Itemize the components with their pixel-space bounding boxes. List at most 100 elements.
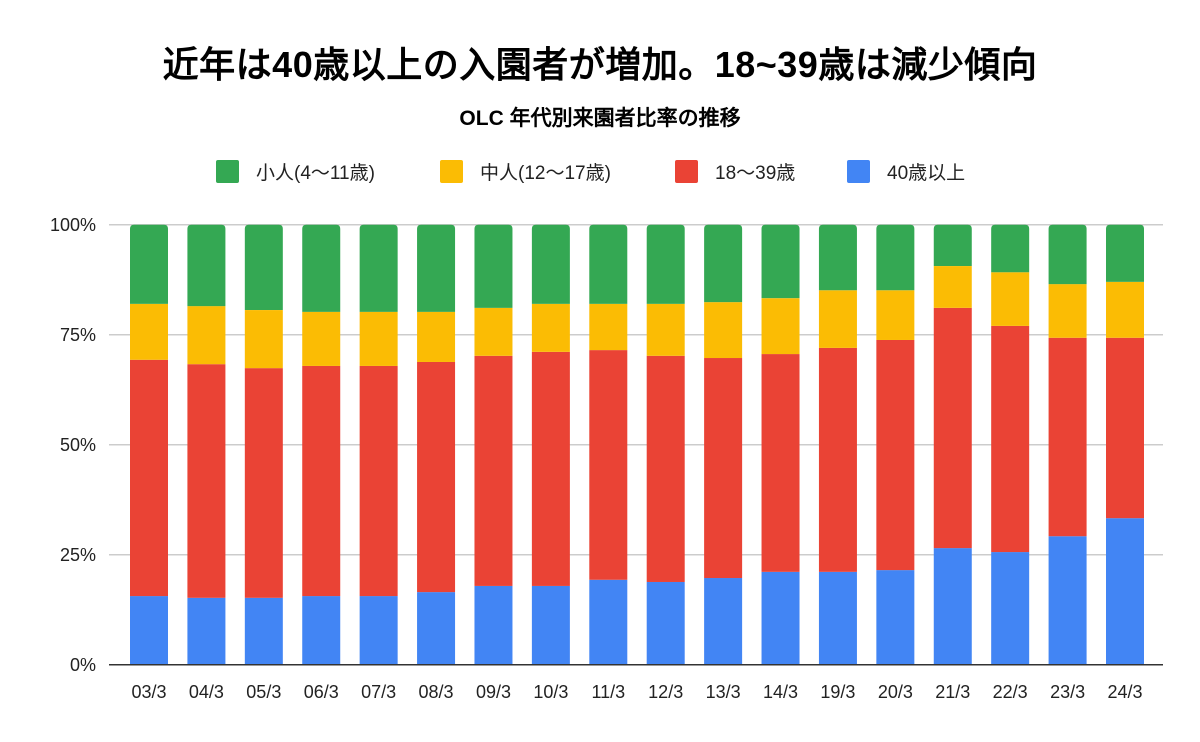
bar-segment[interactable] (1048, 224, 1087, 285)
legend-item-child[interactable]: 小人(4〜11歳) (216, 158, 375, 184)
bar-stack[interactable] (474, 224, 513, 665)
bar-segment[interactable] (589, 303, 628, 351)
bar-stack[interactable] (933, 224, 972, 665)
bar-segment[interactable] (130, 359, 168, 597)
legend-item-18-39[interactable]: 18〜39歳 (675, 158, 795, 184)
bar-segment[interactable] (302, 365, 341, 597)
bar-segment[interactable] (1048, 337, 1087, 537)
bar-segment[interactable] (531, 351, 570, 586)
legend-item-junior[interactable]: 中人(12〜17歳) (440, 158, 611, 184)
bar-segment[interactable] (474, 585, 513, 665)
bar-segment[interactable] (130, 224, 168, 304)
bar-segment[interactable] (876, 570, 915, 665)
bar-stack[interactable] (359, 224, 398, 665)
bar-segment[interactable] (761, 224, 800, 299)
bar-segment[interactable] (933, 307, 972, 549)
bars (130, 224, 1144, 665)
bar-stack[interactable] (589, 224, 628, 665)
x-tick-label: 12/3 (648, 682, 683, 702)
bar-segment[interactable] (1048, 284, 1087, 338)
bar-segment[interactable] (1106, 337, 1144, 519)
bar-segment[interactable] (474, 307, 513, 356)
bar-segment[interactable] (244, 597, 283, 665)
bar-stack[interactable] (1048, 224, 1087, 665)
bar-segment[interactable] (417, 361, 456, 593)
bar-stack[interactable] (187, 224, 226, 665)
bar-segment[interactable] (531, 303, 570, 352)
bar-segment[interactable] (876, 224, 915, 291)
bar-segment[interactable] (761, 298, 800, 355)
bar-stack[interactable] (704, 224, 743, 665)
legend-swatch-junior (440, 159, 463, 183)
bar-segment[interactable] (933, 548, 972, 665)
bar-segment[interactable] (933, 224, 972, 267)
bar-stack[interactable] (991, 224, 1030, 665)
bar-segment[interactable] (704, 358, 743, 579)
chart-subtitle: OLC 年代別来園者比率の推移 (459, 107, 741, 130)
bar-segment[interactable] (531, 224, 570, 304)
bar-segment[interactable] (359, 596, 398, 665)
bar-stack[interactable] (876, 224, 915, 665)
bar-stack[interactable] (761, 224, 800, 665)
bar-segment[interactable] (646, 581, 685, 665)
x-tick-label: 19/3 (820, 682, 855, 702)
bar-segment[interactable] (991, 224, 1030, 273)
bar-segment[interactable] (818, 224, 857, 291)
bar-stack[interactable] (417, 224, 456, 665)
bar-segment[interactable] (646, 224, 685, 304)
bar-segment[interactable] (359, 224, 398, 312)
bar-segment[interactable] (818, 571, 857, 665)
bar-segment[interactable] (417, 224, 456, 312)
bar-segment[interactable] (302, 224, 341, 312)
bar-segment[interactable] (646, 303, 685, 356)
legend-item-40-plus[interactable]: 40歳以上 (847, 158, 965, 184)
bar-segment[interactable] (302, 596, 341, 665)
bar-segment[interactable] (244, 368, 283, 598)
bar-segment[interactable] (761, 354, 800, 572)
bar-segment[interactable] (359, 365, 398, 597)
bar-segment[interactable] (130, 303, 168, 360)
bar-segment[interactable] (1106, 518, 1144, 665)
bar-segment[interactable] (244, 310, 283, 369)
bar-segment[interactable] (704, 224, 743, 303)
bar-segment[interactable] (1106, 281, 1144, 338)
bar-segment[interactable] (187, 364, 226, 598)
bar-segment[interactable] (876, 290, 915, 340)
bar-segment[interactable] (474, 224, 513, 308)
bar-stack[interactable] (646, 224, 685, 665)
bar-stack[interactable] (531, 224, 570, 665)
bar-segment[interactable] (991, 272, 1030, 326)
bar-segment[interactable] (646, 355, 685, 582)
bar-segment[interactable] (417, 311, 456, 362)
bar-segment[interactable] (704, 578, 743, 665)
bar-segment[interactable] (818, 347, 857, 572)
bar-segment[interactable] (187, 597, 226, 665)
bar-segment[interactable] (818, 290, 857, 348)
bar-segment[interactable] (1048, 536, 1087, 665)
bar-segment[interactable] (876, 339, 915, 571)
bar-segment[interactable] (991, 325, 1030, 553)
bar-stack[interactable] (130, 224, 168, 665)
bar-segment[interactable] (302, 311, 341, 366)
bar-segment[interactable] (761, 571, 800, 665)
bar-stack[interactable] (302, 224, 341, 665)
bar-segment[interactable] (244, 224, 283, 311)
bar-segment[interactable] (589, 350, 628, 580)
bar-segment[interactable] (187, 224, 226, 307)
bar-stack[interactable] (818, 224, 857, 665)
bar-segment[interactable] (1106, 224, 1144, 282)
bar-stack[interactable] (244, 224, 283, 665)
bar-segment[interactable] (589, 224, 628, 304)
bar-segment[interactable] (474, 355, 513, 586)
bar-segment[interactable] (704, 302, 743, 359)
bar-segment[interactable] (417, 592, 456, 665)
bar-segment[interactable] (130, 596, 168, 665)
bar-segment[interactable] (589, 579, 628, 665)
bar-segment[interactable] (359, 311, 398, 366)
bar-segment[interactable] (187, 306, 226, 365)
bar-segment[interactable] (933, 266, 972, 308)
x-tick-label: 14/3 (763, 682, 798, 702)
bar-segment[interactable] (531, 585, 570, 665)
bar-segment[interactable] (991, 552, 1030, 665)
bar-stack[interactable] (1106, 224, 1144, 665)
